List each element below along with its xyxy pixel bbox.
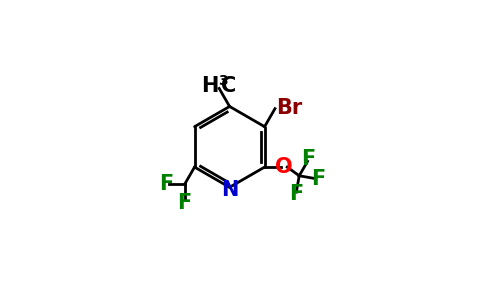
Text: F: F — [311, 169, 325, 189]
Text: H: H — [201, 76, 218, 96]
Text: 3: 3 — [218, 74, 228, 88]
Text: C: C — [221, 76, 237, 96]
Text: F: F — [178, 193, 192, 213]
Text: O: O — [275, 157, 293, 177]
Text: Br: Br — [276, 98, 302, 118]
Text: F: F — [159, 174, 173, 194]
Text: N: N — [221, 180, 238, 200]
Text: F: F — [289, 184, 303, 204]
Text: F: F — [302, 149, 316, 170]
